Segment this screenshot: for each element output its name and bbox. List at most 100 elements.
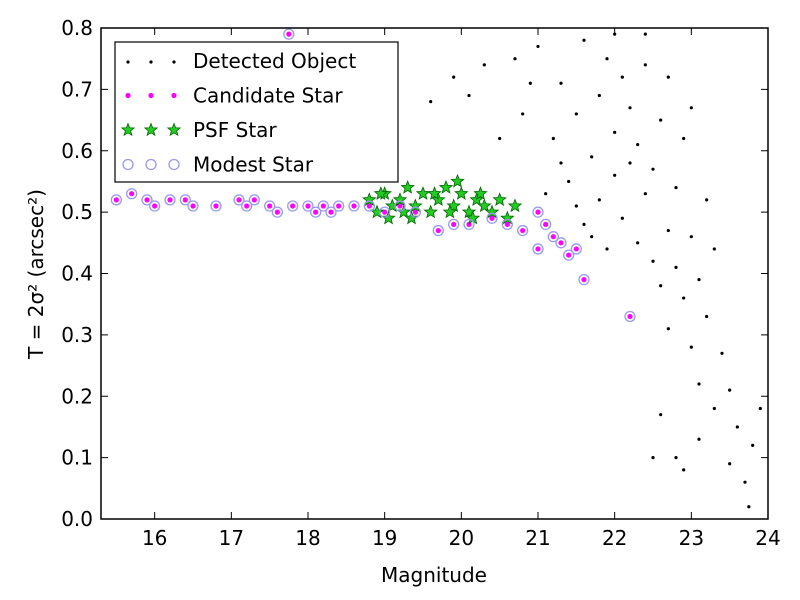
- circle-point: [336, 203, 342, 209]
- dot-point: [666, 327, 670, 331]
- y-tick-label: 0.0: [61, 507, 93, 531]
- dot-point: [720, 351, 724, 355]
- legend-label: Candidate Star: [193, 84, 343, 108]
- y-tick-label: 0.3: [61, 323, 93, 347]
- dot-point: [620, 75, 624, 79]
- star-point: [408, 198, 423, 213]
- y-tick-label: 0.2: [61, 384, 93, 408]
- open-circle-point: [141, 194, 153, 206]
- open-circle-point: [287, 200, 299, 212]
- circle-point: [566, 252, 572, 258]
- dot-point: [597, 93, 601, 98]
- star-point: [507, 198, 523, 213]
- circle-point: [251, 197, 257, 203]
- dot-point: [620, 216, 624, 220]
- legend-label: PSF Star: [193, 118, 277, 142]
- circle-point: [558, 240, 564, 246]
- circle-point: [152, 203, 158, 209]
- open-circle-point: [317, 200, 329, 212]
- circle-point: [244, 203, 250, 209]
- open-circle-point: [333, 200, 345, 212]
- dot-point: [651, 456, 655, 460]
- dot-point: [544, 192, 548, 196]
- dot-point: [528, 81, 532, 85]
- dot-point: [651, 167, 655, 171]
- open-circle-point: [210, 200, 222, 212]
- open-circle-point: [578, 273, 590, 286]
- circle-point: [535, 209, 541, 215]
- legend-marker-circle: [148, 92, 154, 99]
- circle-point: [274, 209, 280, 215]
- dot-point: [498, 136, 502, 141]
- star-point: [415, 186, 431, 200]
- open-circle-point: [532, 243, 544, 255]
- circle-point: [627, 313, 633, 320]
- dot-point: [697, 278, 701, 282]
- circle-point: [366, 203, 372, 209]
- dot-point: [551, 136, 555, 141]
- dot-point: [705, 314, 709, 319]
- open-circle-point: [164, 194, 176, 206]
- star-point: [473, 186, 488, 200]
- series-star: [362, 173, 523, 225]
- dot-point: [712, 247, 716, 251]
- open-circle-point: [110, 194, 122, 206]
- dot-point: [751, 443, 755, 447]
- open-circle-point: [570, 243, 582, 255]
- dot-point: [597, 198, 601, 202]
- dot-point: [689, 345, 693, 349]
- x-tick-label: 24: [755, 526, 780, 550]
- star-point: [396, 204, 412, 219]
- star-point: [484, 204, 500, 219]
- open-circle-point: [264, 200, 276, 212]
- dot-point: [659, 413, 663, 417]
- star-point: [381, 210, 396, 225]
- star-point: [477, 198, 492, 213]
- x-tick-label: 20: [449, 526, 474, 550]
- circle-point: [267, 203, 273, 209]
- open-circle-point: [363, 200, 375, 212]
- series-dot: [429, 32, 762, 509]
- dot-point: [590, 235, 594, 239]
- dot-point: [590, 155, 594, 159]
- open-circle-point: [187, 200, 199, 212]
- dot-point: [513, 57, 517, 61]
- star-point: [461, 204, 477, 219]
- dot-point: [613, 130, 617, 134]
- circle-point: [535, 246, 541, 252]
- open-circle-point: [394, 200, 406, 212]
- legend-entry-circle: Candidate Star: [125, 84, 343, 108]
- x-tick-label: 22: [602, 526, 627, 550]
- dot-point: [758, 406, 762, 411]
- dot-point: [682, 136, 686, 141]
- series-circle: [113, 31, 633, 320]
- legend-box: [114, 41, 399, 183]
- dot-point: [674, 185, 678, 190]
- legend-entry-open-circle: Modest Star: [122, 153, 314, 177]
- legend-marker-star: [143, 122, 159, 137]
- circle-point: [550, 234, 556, 240]
- open-circle-point: [302, 200, 314, 212]
- dot-point: [735, 425, 739, 429]
- circle-point: [504, 221, 510, 227]
- circle-point: [213, 203, 219, 209]
- legend-marker-dot: [149, 60, 153, 64]
- dot-point: [613, 173, 617, 177]
- y-tick-label: 0.8: [61, 16, 93, 40]
- legend-marker-dot: [126, 60, 130, 64]
- dot-point: [636, 241, 640, 245]
- circle-point: [520, 227, 526, 234]
- star-point: [454, 186, 469, 200]
- dot-point: [605, 57, 609, 61]
- y-tick-labels: 0.0 0.1 0.2 0.3 0.4 0.5 0.6 0.7 0.8: [61, 16, 93, 531]
- open-circle-point: [310, 206, 322, 218]
- open-circle-point: [463, 218, 475, 231]
- circle-point: [435, 227, 441, 234]
- star-point: [423, 204, 438, 219]
- open-circle-point: [409, 206, 421, 218]
- dot-point: [659, 284, 663, 288]
- legend: Detected Object Candidate Star PSF Star Mod…: [114, 41, 399, 183]
- star-point: [427, 186, 442, 200]
- open-circle-point: [486, 212, 498, 224]
- dot-point: [559, 81, 563, 85]
